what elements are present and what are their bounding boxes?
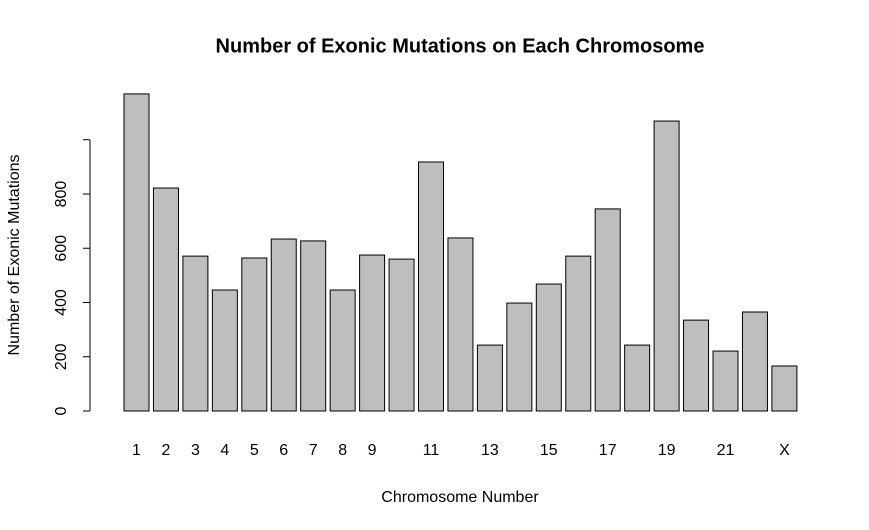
x-tick-label: 13 (481, 442, 499, 459)
bar (182, 255, 209, 412)
bar (712, 350, 739, 412)
bar (653, 120, 680, 412)
bar (476, 344, 503, 412)
bar (418, 161, 444, 412)
bar (300, 240, 327, 412)
x-tick-label: 19 (658, 442, 676, 459)
x-tick-label: 11 (423, 442, 440, 459)
y-tick-label: 200 (53, 343, 70, 370)
chart-title: Number of Exonic Mutations on Each Chrom… (216, 35, 705, 57)
bar (594, 208, 621, 412)
bar (152, 187, 179, 412)
x-tick-label: 9 (368, 442, 377, 459)
x-tick-label: X (779, 442, 790, 459)
x-tick-label: 1 (132, 442, 141, 459)
x-tick-label: 21 (717, 442, 735, 459)
bar (771, 365, 798, 412)
x-tick-label: 8 (338, 442, 347, 459)
bar (535, 283, 562, 412)
bar (506, 302, 533, 412)
bar (565, 255, 592, 412)
bar (741, 311, 768, 412)
y-tick-label: 600 (53, 235, 70, 262)
x-tick-label: 5 (250, 442, 259, 459)
x-tick-label: 15 (540, 442, 558, 459)
bar (241, 257, 268, 412)
x-axis-title: Chromosome Number (381, 489, 539, 506)
bar (329, 289, 356, 412)
bar (624, 344, 651, 412)
x-tick-label: 4 (220, 442, 229, 459)
y-tick-label: 0 (53, 406, 70, 415)
x-tick-label: 2 (161, 442, 170, 459)
x-tick-label: 17 (599, 442, 617, 459)
bar (683, 319, 710, 412)
bar (123, 93, 150, 412)
x-tick-label: 7 (309, 442, 318, 459)
x-tick-label: 3 (191, 442, 200, 459)
bar (270, 238, 297, 412)
bar (447, 237, 474, 412)
y-axis-title: Number of Exonic Mutations (6, 155, 23, 356)
y-tick-label: 400 (53, 289, 70, 316)
bar (388, 258, 415, 412)
x-tick-label: 6 (279, 442, 288, 459)
bar (359, 254, 386, 412)
bar (211, 289, 238, 412)
y-tick-label: 800 (53, 181, 70, 208)
